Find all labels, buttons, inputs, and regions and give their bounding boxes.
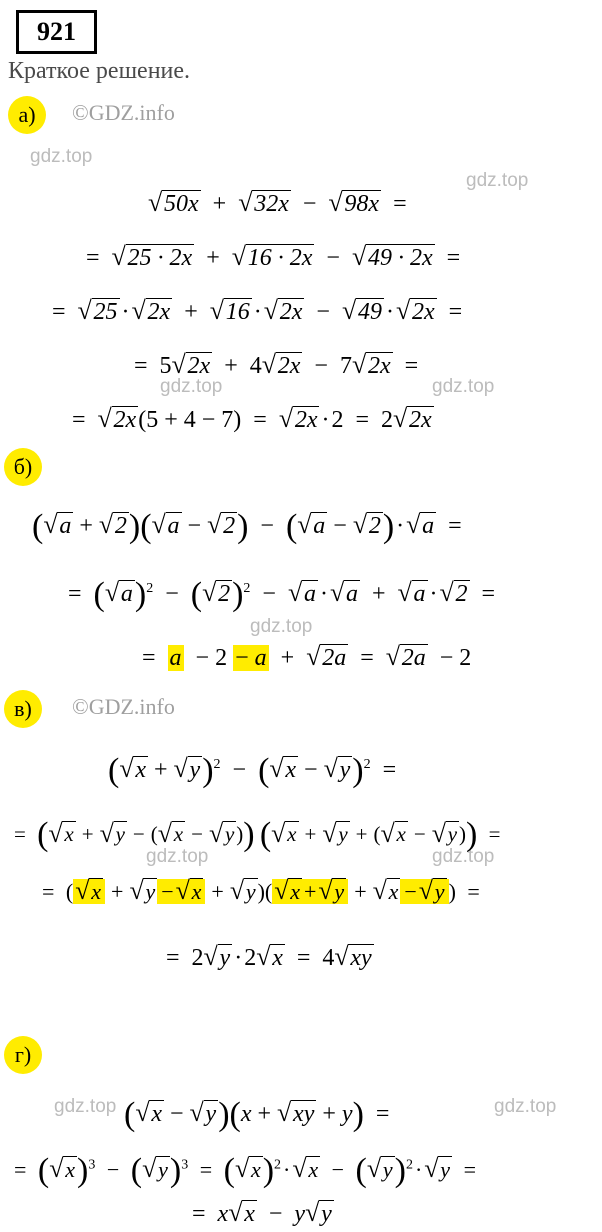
bullet-b: б) xyxy=(4,448,42,486)
subtitle: Краткое решение. xyxy=(8,58,190,85)
math-a-line4: = 52x + 42x − 72x = xyxy=(128,352,424,380)
math-a-line5: = 2x(5 + 4 − 7) = 2x·2 = 22x xyxy=(66,406,434,434)
watermark: gdz.top xyxy=(54,1096,116,1118)
watermark: gdz.top xyxy=(432,376,494,398)
math-a-line3: = 25·2x + 16·2x − 49·2x = xyxy=(46,298,468,326)
watermark: gdz.top xyxy=(494,1096,556,1118)
bullet-g: г) xyxy=(4,1036,42,1074)
math-a-line1: 50x + 32x − 98x = xyxy=(148,190,413,218)
math-v-line2: = (x+y−(x−y)) (x+y+(x−y)) = xyxy=(8,812,506,850)
math-g-line2: = (x)3 − (y)3 = (x)2·x − (y)2·y = xyxy=(8,1148,482,1186)
watermark: gdz.top xyxy=(466,170,528,192)
math-b-line1: (a+2)(a−2) − (a−2)·a = xyxy=(32,504,468,542)
math-v-line3: = (x+y−x+y)(x+y+x−y) = xyxy=(36,878,486,905)
math-g-line3: = xx − yy xyxy=(186,1200,334,1228)
math-b-line2: = (a)2 − (2)2 − a·a + a·2 = xyxy=(62,572,501,610)
bullet-a: а) xyxy=(8,96,46,134)
copyright-mark: ©GDZ.info xyxy=(72,100,175,126)
math-g-line1: (x−y)(x+xy+y) = xyxy=(124,1092,395,1130)
watermark: gdz.top xyxy=(250,616,312,638)
copyright-mark: ©GDZ.info xyxy=(72,694,175,720)
watermark: gdz.top xyxy=(30,146,92,168)
math-v-line4: = 2y·2x = 4xy xyxy=(160,944,374,972)
problem-number: 921 xyxy=(16,10,97,54)
math-b-line3: = a −2 − a + 2a = 2a −2 xyxy=(136,644,471,672)
math-a-line2: = 25 · 2x + 16 · 2x − 49 · 2x = xyxy=(80,244,466,272)
bullet-v: в) xyxy=(4,690,42,728)
math-v-line1: (x+y)2 − (x−y)2 = xyxy=(108,748,402,786)
